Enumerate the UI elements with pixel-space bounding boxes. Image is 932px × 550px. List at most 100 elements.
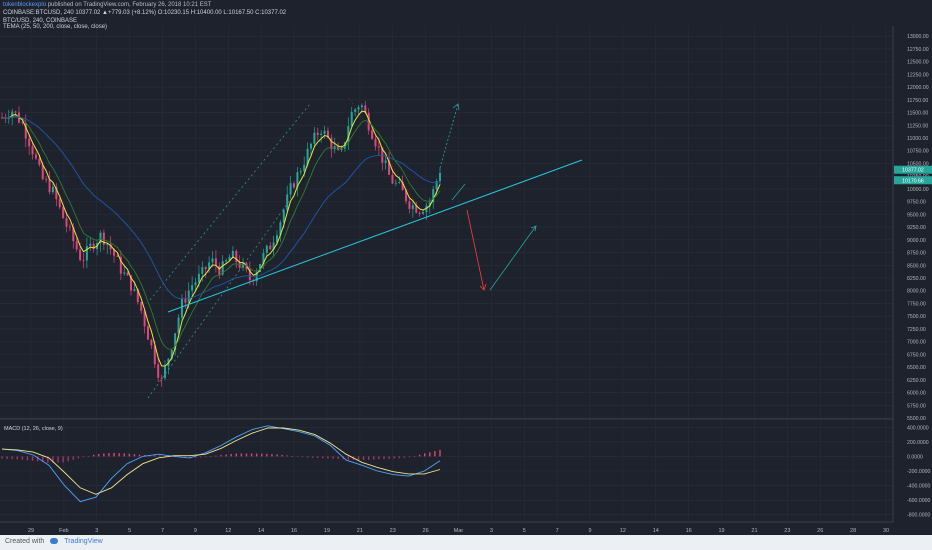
price-tick-label: 11500.00 (907, 111, 928, 117)
price-tick-label: 12750.00 (907, 47, 929, 53)
time-tick-label: 19 (324, 528, 330, 534)
candle-body (82, 260, 85, 261)
author-name[interactable]: tokenblockexplo (3, 2, 47, 8)
macd-histogram-bar (327, 456, 329, 459)
price-tick-label: 8250.00 (907, 276, 926, 282)
price-tick-label: 5500.00 (907, 416, 926, 422)
candle-body (197, 273, 200, 283)
candle-body (174, 333, 177, 351)
candle-body (24, 123, 27, 139)
candle-body (289, 183, 292, 195)
candle-body (364, 105, 367, 113)
candle-body (126, 272, 129, 276)
time-tick-label: 3 (490, 528, 493, 534)
macd-histogram-bar (383, 456, 385, 460)
macd-histogram-bar (210, 456, 212, 457)
macd-histogram-bar (408, 456, 411, 458)
candle-body (408, 201, 411, 209)
arrow-head-icon (452, 103, 460, 111)
candle-body (293, 183, 295, 188)
grid (0, 26, 893, 522)
candle-body (299, 171, 302, 173)
candle-body (428, 202, 431, 206)
time-tick-label: 12 (620, 528, 626, 534)
macd-histogram-bar (103, 453, 105, 457)
time-tick-label: 16 (291, 528, 297, 534)
signal-line (1, 427, 441, 495)
candle-body (418, 212, 421, 214)
macd-tick-label: 200.0000 (907, 440, 929, 446)
price-tick-label: 10000.00 (907, 187, 929, 193)
price-tick-label: 5750.00 (907, 403, 926, 409)
candle-body (347, 126, 350, 143)
candle-body (391, 174, 394, 184)
macd-histogram-bar (82, 456, 85, 458)
candle-body (201, 267, 204, 274)
candle-body (157, 364, 160, 378)
candle-body (160, 377, 163, 379)
macd-histogram-bar (367, 456, 370, 460)
trendline-drawings[interactable] (167, 159, 583, 313)
macd-histogram-bar (439, 449, 441, 457)
candle-body (259, 264, 262, 273)
price-tag-label: 10170.66 (902, 178, 924, 184)
price-tick-label: 12250.00 (907, 72, 929, 78)
macd-histogram-bar (16, 456, 18, 460)
candle-body (116, 255, 119, 257)
candle-body (21, 122, 24, 124)
macd-histogram-bar (418, 454, 421, 457)
candle-body (367, 112, 370, 131)
candle-body (31, 146, 34, 155)
macd-histogram-bar (235, 453, 237, 457)
candle-body (51, 186, 54, 193)
macd-histogram-bar (281, 454, 283, 457)
price-tick-label: 8000.00 (907, 289, 926, 295)
price-tick-label: 6250.00 (907, 378, 926, 384)
candle-body (354, 109, 357, 112)
candle-body (371, 130, 374, 139)
candle-body (11, 111, 14, 119)
macd-histogram-bar (31, 456, 34, 461)
candle-body (170, 350, 173, 359)
macd-histogram-bar (276, 454, 278, 457)
candle-body (272, 242, 275, 250)
candle-body (377, 146, 380, 148)
macd-histogram-bar (36, 456, 39, 462)
candle-body (214, 258, 217, 266)
price-tick-label: 11250.00 (907, 123, 928, 129)
price-tick-label: 7250.00 (907, 327, 926, 333)
candle-body (153, 345, 156, 365)
candle-body (184, 299, 187, 303)
macd-histogram-bar (118, 453, 120, 457)
candle-body (357, 107, 360, 110)
time-tick-label: 14 (258, 528, 264, 534)
rebound-arrow-head-icon (530, 225, 537, 232)
candle-body (231, 250, 234, 257)
price-tick-label: 9000.00 (907, 238, 926, 244)
candle-body (99, 232, 102, 244)
macd-histogram-bar (21, 456, 24, 460)
candle-body (411, 205, 414, 209)
time-tick-label: 21 (357, 528, 363, 534)
candle-body (191, 285, 194, 291)
time-tick-label: 16 (686, 528, 692, 534)
candle-body (350, 111, 353, 127)
macd-tick-label: -200.0000 (907, 469, 930, 475)
macd-tick-label: -400.0000 (907, 484, 930, 490)
down-projection-arrow (466, 209, 485, 291)
candle-body (303, 164, 306, 172)
macd-histogram-bar (205, 456, 207, 458)
candle-body (34, 154, 37, 159)
candle-body (92, 243, 95, 250)
candle-body (106, 244, 109, 246)
footer-brand[interactable]: TradingView (64, 538, 103, 545)
macd-histogram-bar (77, 456, 80, 459)
price-tick-label: 7750.00 (907, 301, 926, 307)
macd-histogram-bar (250, 453, 253, 457)
legend-tema: TEMA (25, 50, 200, close, close, close) (3, 24, 108, 30)
projection-arrow-up (439, 103, 459, 169)
price-tick-label: 7500.00 (907, 314, 926, 320)
candle-body (194, 282, 197, 286)
time-tick-label: 28 (850, 528, 856, 534)
